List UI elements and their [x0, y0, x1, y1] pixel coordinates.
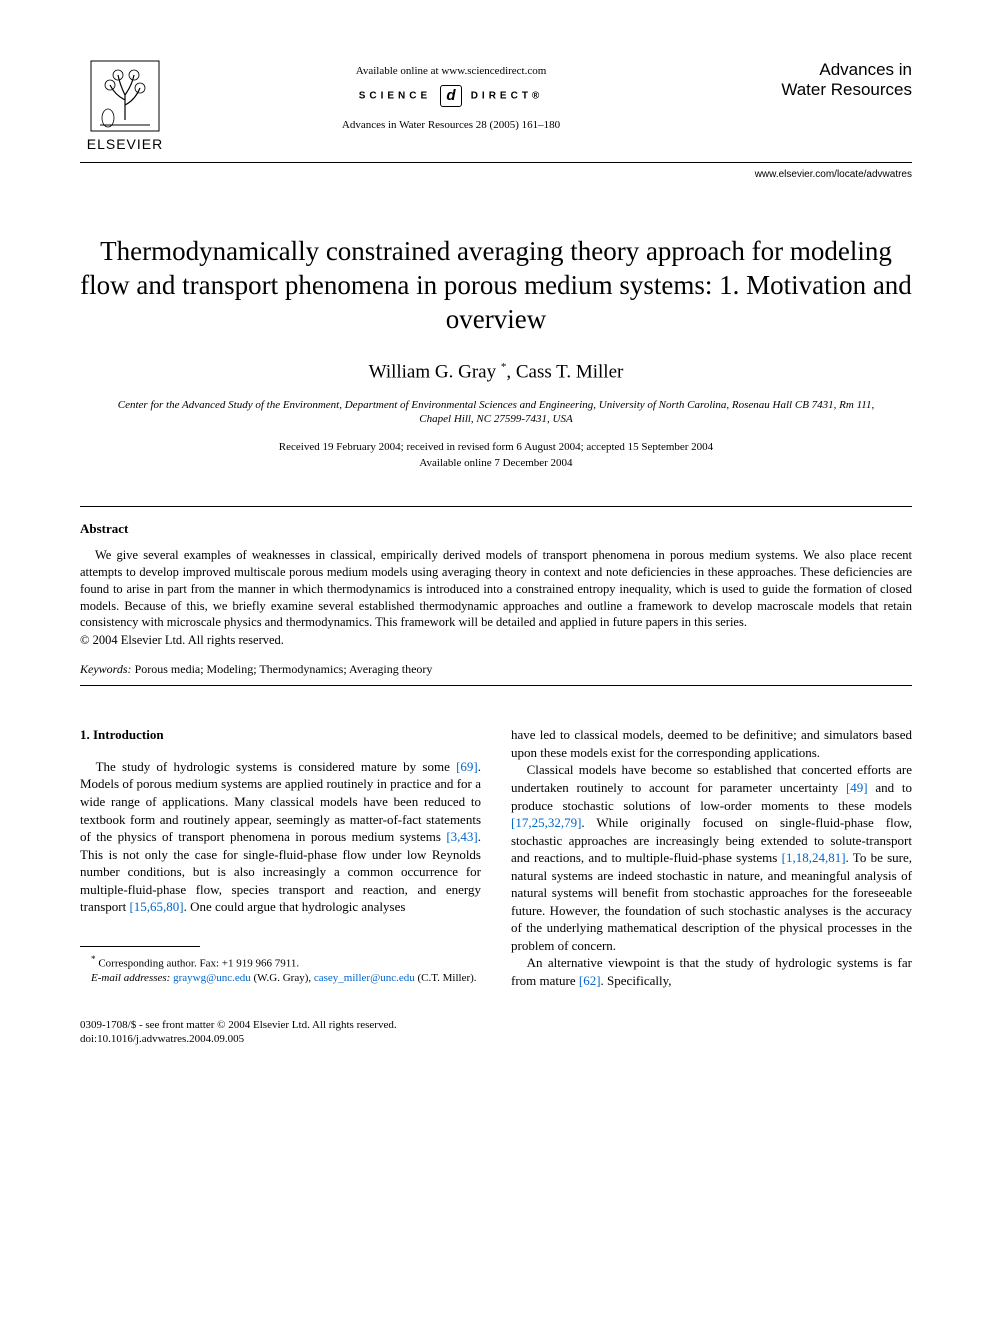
corresponding-footnote: * Corresponding author. Fax: +1 919 966 …: [80, 953, 481, 972]
header-right: Advances in Water Resources: [732, 60, 912, 103]
body-columns: 1. Introduction The study of hydrologic …: [80, 726, 912, 989]
affiliation: Center for the Advanced Study of the Env…: [80, 398, 912, 427]
section-1-heading: 1. Introduction: [80, 726, 481, 744]
journal-name: Advances in Water Resources: [732, 60, 912, 101]
available-online-text: Available online at www.sciencedirect.co…: [170, 65, 732, 77]
cite-49[interactable]: [49]: [846, 780, 868, 795]
cite-17-25-32-79[interactable]: [17,25,32,79]: [511, 815, 581, 830]
online-date: Available online 7 December 2004: [419, 457, 572, 469]
intro-para-1-cont: have led to classical models, deemed to …: [511, 726, 912, 761]
author-1: William G. Gray: [369, 362, 496, 383]
corresponding-mark: *: [501, 361, 507, 373]
sd-left: SCIENCE: [359, 91, 431, 102]
journal-url[interactable]: www.elsevier.com/locate/advwatres: [80, 169, 912, 180]
cite-3-43[interactable]: [3,43]: [446, 829, 477, 844]
intro-para-3: An alternative viewpoint is that the stu…: [511, 954, 912, 989]
keywords-label: Keywords:: [80, 662, 132, 676]
intro-para-2: Classical models have become so establis…: [511, 761, 912, 954]
header-divider: [80, 162, 912, 163]
front-matter-footer: 0309-1708/$ - see front matter © 2004 El…: [80, 1018, 912, 1047]
cite-62[interactable]: [62]: [579, 973, 601, 988]
elsevier-tree-icon: [90, 60, 160, 132]
email-link-2[interactable]: casey_miller@unc.edu: [314, 972, 415, 984]
sd-right: DIRECT®: [471, 91, 544, 102]
intro-para-1: The study of hydrologic systems is consi…: [80, 758, 481, 916]
abstract-text: We give several examples of weaknesses i…: [80, 547, 912, 631]
publisher-name: ELSEVIER: [80, 136, 170, 152]
article-dates: Received 19 February 2004; received in r…: [80, 440, 912, 471]
abstract-copyright: © 2004 Elsevier Ltd. All rights reserved…: [80, 633, 912, 648]
abstract-bottom-rule: [80, 685, 912, 686]
footnotes: * Corresponding author. Fax: +1 919 966 …: [80, 953, 481, 986]
article-title: Thermodynamically constrained averaging …: [80, 235, 912, 336]
issn-copyright: 0309-1708/$ - see front matter © 2004 El…: [80, 1018, 912, 1032]
history-dates: Received 19 February 2004; received in r…: [279, 441, 713, 453]
at-icon: d: [440, 85, 462, 107]
article-header: ELSEVIER Available online at www.science…: [80, 60, 912, 152]
doi: doi:10.1016/j.advwatres.2004.09.005: [80, 1032, 912, 1046]
cite-1-18-24-81[interactable]: [1,18,24,81]: [782, 850, 846, 865]
keywords-text: Porous media; Modeling; Thermodynamics; …: [132, 662, 433, 676]
journal-reference: Advances in Water Resources 28 (2005) 16…: [170, 119, 732, 131]
email-footnote: E-mail addresses: graywg@unc.edu (W.G. G…: [80, 971, 481, 986]
right-column: have led to classical models, deemed to …: [511, 726, 912, 989]
cite-15-65-80[interactable]: [15,65,80]: [129, 899, 183, 914]
cite-69[interactable]: [69]: [456, 759, 478, 774]
abstract-top-rule: [80, 506, 912, 507]
author-2: Cass T. Miller: [516, 362, 624, 383]
header-center: Available online at www.sciencedirect.co…: [170, 60, 732, 131]
email-link-1[interactable]: graywg@unc.edu: [173, 972, 251, 984]
keywords-line: Keywords: Porous media; Modeling; Thermo…: [80, 662, 912, 677]
abstract-heading: Abstract: [80, 521, 912, 537]
authors-line: William G. Gray *, Cass T. Miller: [80, 361, 912, 383]
left-column: 1. Introduction The study of hydrologic …: [80, 726, 481, 989]
sciencedirect-logo: SCIENCE d DIRECT®: [170, 85, 732, 107]
footnote-rule: [80, 946, 200, 947]
publisher-logo-block: ELSEVIER: [80, 60, 170, 152]
